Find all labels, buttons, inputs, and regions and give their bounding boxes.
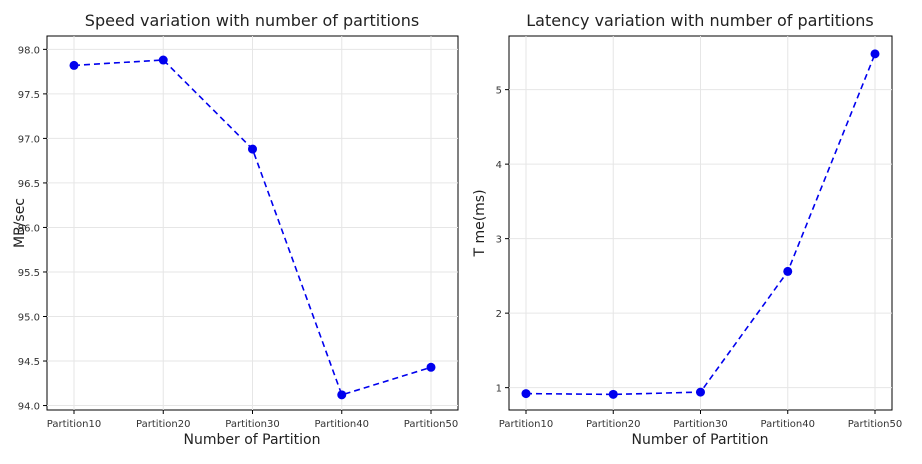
speed-data-point [158, 55, 168, 65]
latency-x-tick-label: Partition10 [499, 419, 553, 430]
speed-data-point [337, 390, 347, 400]
latency-y-tick-label: 1 [496, 384, 502, 395]
speed-data-point [69, 60, 79, 70]
latency-x-axis-label: Number of Partition [632, 432, 769, 448]
speed-x-tick-label: Partition10 [47, 419, 101, 430]
speed-chart: Speed variation with number of partition… [12, 11, 459, 448]
speed-grid [47, 36, 458, 410]
latency-x-tick-label: Partition40 [761, 419, 815, 430]
latency-data-point [521, 389, 531, 399]
latency-data-point [696, 387, 705, 397]
speed-y-axis-label: MB/sec [12, 198, 28, 248]
latency-y-axis-label: T me(ms) [472, 189, 488, 257]
latency-data-point [608, 389, 618, 399]
speed-y-tick-label: 94.5 [18, 357, 40, 368]
latency-x-tick-label: Partition30 [673, 419, 727, 430]
speed-x-tick-label: Partition30 [225, 419, 279, 430]
speed-chart-title: Speed variation with number of partition… [85, 11, 419, 30]
latency-x-tick-label: Partition50 [848, 419, 902, 430]
speed-y-tick-label: 96.5 [18, 179, 40, 190]
speed-y-tick-label: 95.0 [18, 313, 40, 324]
speed-y-tick-label: 94.0 [18, 402, 40, 413]
latency-y-tick-label: 2 [496, 309, 502, 320]
latency-y-tick-label: 4 [496, 160, 502, 171]
latency-x-tick-label: Partition20 [586, 419, 640, 430]
speed-x-tick-label: Partition50 [404, 419, 458, 430]
speed-x-tick-label: Partition20 [136, 419, 190, 430]
speed-y-tick-label: 96.0 [18, 223, 40, 234]
speed-y-tick-label: 95.5 [18, 268, 40, 279]
latency-data-point [783, 266, 793, 276]
speed-x-tick-label: Partition40 [315, 419, 369, 430]
latency-grid [509, 36, 892, 410]
speed-y-tick-label: 97.5 [18, 90, 40, 101]
latency-y-tick-label: 3 [496, 235, 502, 246]
latency-y-tick-label: 5 [496, 86, 502, 97]
speed-x-axis-label: Number of Partition [184, 432, 321, 448]
speed-y-tick-label: 98.0 [18, 45, 40, 56]
latency-data-point [870, 49, 880, 59]
speed-data-point [248, 144, 257, 154]
speed-y-tick-label: 97.0 [18, 134, 40, 145]
latency-chart-title: Latency variation with number of partiti… [526, 11, 873, 30]
latency-chart: Latency variation with number of partiti… [472, 11, 902, 448]
speed-data-point [426, 362, 436, 372]
